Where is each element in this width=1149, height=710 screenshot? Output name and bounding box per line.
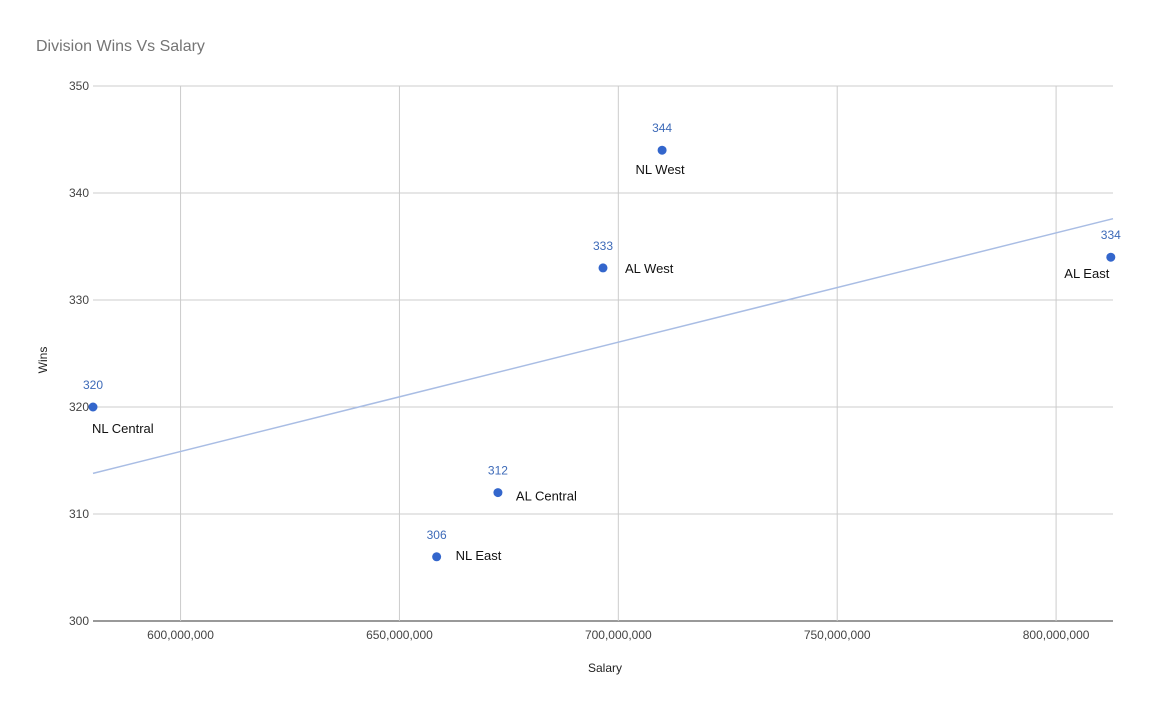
x-tick-label: 650,000,000 bbox=[366, 628, 433, 642]
data-point[interactable] bbox=[598, 263, 608, 273]
data-point-group: 306 NL East bbox=[427, 528, 502, 563]
chart-title: Division Wins Vs Salary bbox=[36, 38, 205, 55]
data-point[interactable] bbox=[432, 552, 442, 562]
data-point-group: 312 AL Central bbox=[488, 464, 577, 504]
data-point-group: 334 AL East bbox=[1064, 228, 1121, 281]
data-points: 344 NL West 333 AL West 334 AL East 320 NL Cent… bbox=[83, 121, 1121, 563]
data-value-label: 306 bbox=[427, 528, 447, 542]
x-tick-label: 600,000,000 bbox=[147, 628, 214, 642]
x-tick-label: 700,000,000 bbox=[585, 628, 652, 642]
y-tick-label: 310 bbox=[69, 507, 89, 521]
x-axis-title: Salary bbox=[588, 661, 622, 675]
x-tick-label: 800,000,000 bbox=[1023, 628, 1090, 642]
data-point-label: AL West bbox=[625, 261, 674, 276]
data-point-label: NL East bbox=[456, 548, 502, 563]
data-point[interactable] bbox=[88, 402, 98, 412]
x-tick-label: 750,000,000 bbox=[804, 628, 871, 642]
data-point-label: AL Central bbox=[516, 489, 577, 504]
data-value-label: 320 bbox=[83, 378, 103, 392]
x-axis-tick-labels: 600,000,000 650,000,000 700,000,000 750,000… bbox=[147, 628, 1090, 642]
data-point-group: 333 AL West bbox=[593, 239, 674, 276]
data-point-label: AL East bbox=[1064, 266, 1109, 281]
data-point[interactable] bbox=[493, 488, 503, 498]
data-point[interactable] bbox=[1106, 252, 1116, 262]
y-tick-label: 300 bbox=[69, 614, 89, 628]
data-value-label: 334 bbox=[1101, 228, 1121, 242]
data-point-group: 344 NL West bbox=[636, 121, 686, 177]
data-value-label: 333 bbox=[593, 239, 613, 253]
data-value-label: 312 bbox=[488, 464, 508, 478]
data-value-label: 344 bbox=[652, 121, 672, 135]
y-tick-label: 340 bbox=[69, 186, 89, 200]
y-axis-title: Wins bbox=[36, 347, 50, 374]
data-point-label: NL West bbox=[636, 162, 686, 177]
y-tick-label: 330 bbox=[69, 293, 89, 307]
y-axis-tick-labels: 300 310 320 330 340 350 bbox=[69, 79, 89, 628]
y-tick-label: 350 bbox=[69, 79, 89, 93]
data-point-group: 320 NL Central bbox=[83, 378, 154, 436]
data-point[interactable] bbox=[657, 145, 667, 155]
y-tick-label: 320 bbox=[69, 400, 89, 414]
grid-lines bbox=[93, 85, 1113, 622]
trendline bbox=[92, 217, 1114, 475]
data-point-label: NL Central bbox=[92, 421, 154, 436]
